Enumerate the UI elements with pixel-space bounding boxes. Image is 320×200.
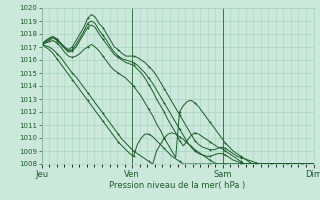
X-axis label: Pression niveau de la mer( hPa ): Pression niveau de la mer( hPa )	[109, 181, 246, 190]
